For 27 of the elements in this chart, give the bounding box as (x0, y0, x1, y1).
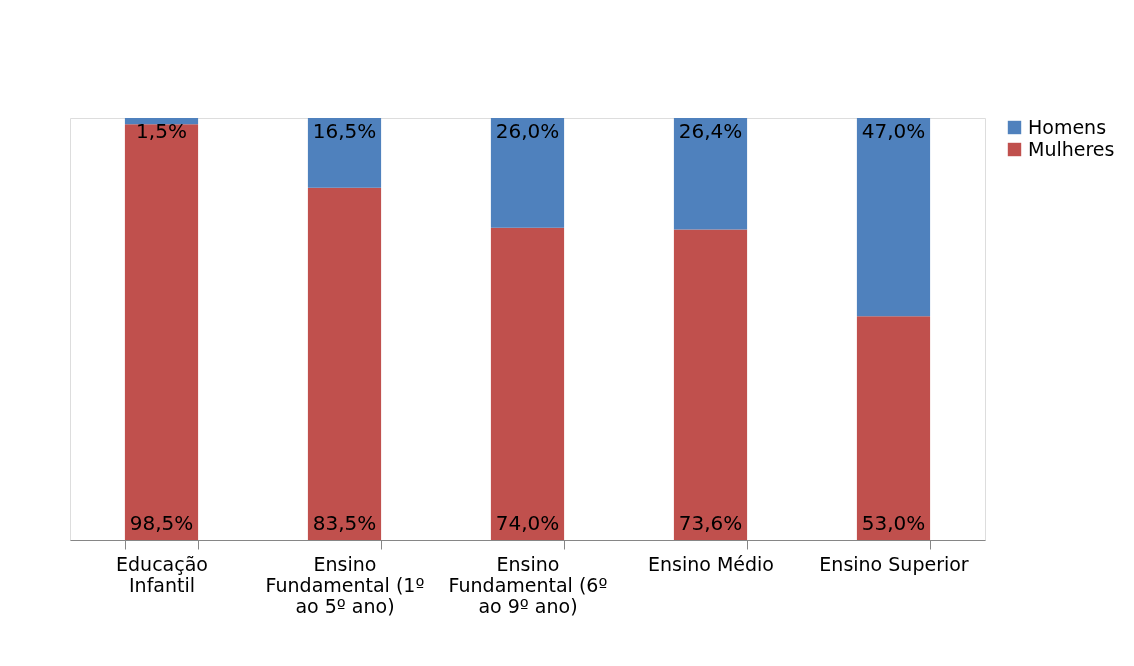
data-label: 74,0% (495, 511, 560, 535)
data-label: 53,0% (861, 511, 926, 535)
data-label: 1,5% (136, 119, 187, 143)
legend-label: Homens (1028, 115, 1107, 138)
data-label: 16,5% (312, 119, 377, 143)
data-label: 26,4% (678, 119, 743, 143)
bar (673, 229, 748, 540)
x-tick-label: Ensino Fundamental (6º ao 9º ano) (448, 552, 608, 617)
bar (673, 118, 748, 230)
bar (307, 187, 382, 540)
bar (490, 227, 565, 540)
data-label: 26,0% (495, 119, 560, 143)
data-label: 83,5% (312, 511, 377, 535)
bar (124, 118, 199, 125)
x-tick-label: Educação Infantil (116, 552, 208, 596)
data-label: 47,0% (861, 119, 926, 143)
bar (124, 124, 199, 540)
bar (490, 118, 565, 228)
data-label: 98,5% (129, 511, 194, 535)
x-tick-label: Ensino Superior (819, 552, 969, 575)
bar (856, 316, 931, 540)
bar (307, 118, 382, 188)
x-tick-label: Ensino Fundamental (1º ao 5º ano) (265, 552, 425, 617)
bar (856, 118, 931, 317)
x-tick-label: Ensino Médio (648, 552, 774, 575)
legend-label: Mulheres (1028, 137, 1115, 160)
data-label: 73,6% (678, 511, 743, 535)
